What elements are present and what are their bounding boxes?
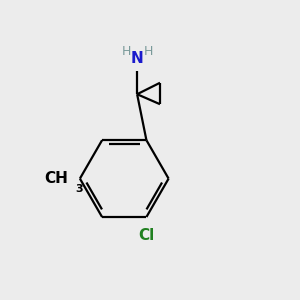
Text: H: H <box>122 45 131 58</box>
Text: CH: CH <box>45 171 68 186</box>
Text: H: H <box>143 45 153 58</box>
Text: 3: 3 <box>76 184 83 194</box>
Text: Cl: Cl <box>138 229 154 244</box>
Text: N: N <box>131 51 143 66</box>
